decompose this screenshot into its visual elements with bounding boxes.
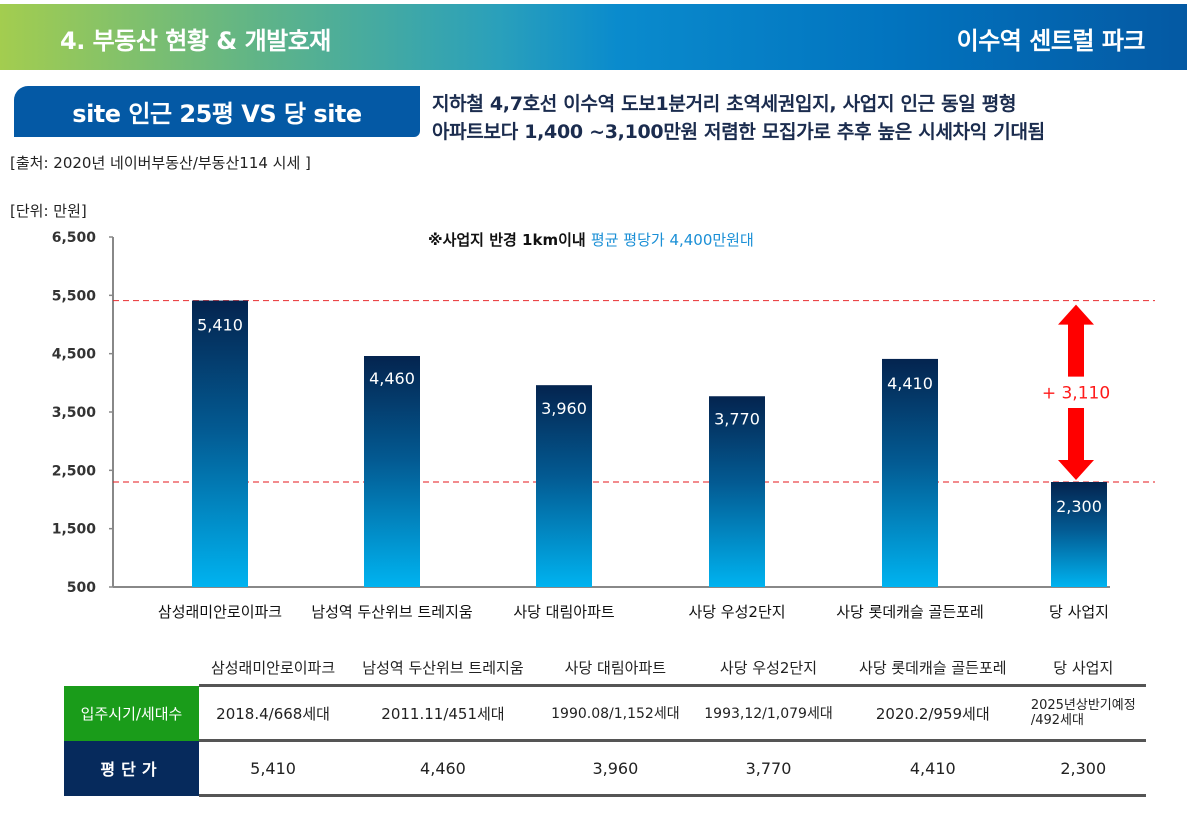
price-bar-chart: 500 1,500 2,500 3,500 4,500 5,500 6,500 5,410 4…	[52, 230, 1155, 621]
arrow-up-icon	[1058, 304, 1094, 377]
bar-value-label: 5,410	[197, 316, 243, 335]
headline-line-1: 지하철 4,7호선 이수역 도보1분거리 초역세권입지, 사업지 인근 동일 평…	[432, 93, 1017, 115]
headline-line-2: 아파트보다 1,400 ~3,100만원 저렴한 모집가로 추후 높은 시세차익…	[432, 121, 1045, 143]
difference-label: + 3,110	[1042, 383, 1110, 403]
x-category-label: 사당 대림아파트	[513, 603, 615, 621]
y-tick-label: 3,500	[52, 405, 97, 421]
y-tick-label: 6,500	[52, 230, 97, 246]
table-corner	[64, 650, 199, 686]
y-tick-label: 500	[67, 580, 96, 596]
bar-value-label: 3,960	[541, 399, 587, 418]
x-category-label: 삼성래미안로이파크	[158, 603, 282, 621]
y-tick-label: 5,500	[52, 288, 97, 304]
x-category-label: 사당 롯데캐슬 골든포레	[836, 603, 984, 621]
bar	[192, 300, 248, 587]
y-tick-label: 4,500	[52, 347, 97, 363]
bar	[709, 396, 765, 587]
bar	[536, 385, 592, 587]
table-cell: 3,770	[691, 740, 846, 797]
bar	[1051, 482, 1107, 587]
project-name: 이수역 센트럴 파크	[956, 27, 1146, 55]
table-header-cell: 사당 우성2단지	[691, 650, 846, 687]
x-category-label: 당 사업지	[1049, 603, 1109, 621]
table-cell: 2018.4/668세대	[199, 685, 348, 742]
average-price-note: ※사업지 반경 1km이내 평균 평당가 4,400만원대	[428, 229, 754, 250]
table-cell: 2011.11/451세대	[347, 685, 539, 742]
table-header-cell: 당 사업지	[1020, 650, 1146, 687]
table-cell: 3,960	[538, 740, 692, 797]
table-row-move-in: 입주시기/세대수 2018.4/668세대 2011.11/451세대 1990…	[64, 685, 1146, 742]
table-header-cell: 사당 대림아파트	[538, 650, 692, 687]
row-label-move-in: 입주시기/세대수	[64, 685, 199, 741]
table-cell: 4,460	[347, 740, 539, 797]
arrow-down-icon	[1058, 408, 1094, 480]
x-category-label: 남성역 두산위브 트레지움	[311, 603, 472, 621]
table-cell: 2,300	[1020, 740, 1146, 797]
table-header-row: 삼성래미안로이파크 남성역 두산위브 트레지움 사당 대림아파트 사당 우성2단…	[64, 650, 1146, 687]
table-cell: 5,410	[199, 740, 348, 797]
table-header-cell: 사당 롯데캐슬 골든포레	[845, 650, 1021, 687]
bar	[882, 358, 938, 587]
table-cell-site: 2025년상반기예정 /492세대	[1020, 685, 1146, 742]
y-tick-label: 1,500	[52, 522, 97, 538]
headline: 지하철 4,7호선 이수역 도보1분거리 초역세권입지, 사업지 인근 동일 평…	[432, 90, 1182, 146]
comparison-table: 삼성래미안로이파크 남성역 두산위브 트레지움 사당 대림아파트 사당 우성2단…	[64, 650, 1146, 797]
y-tick-label: 2,500	[52, 463, 97, 479]
table-header-cell: 삼성래미안로이파크	[199, 650, 348, 687]
note-highlight: 평균 평당가 4,400만원대	[590, 231, 754, 249]
bar-value-label: 3,770	[714, 409, 760, 428]
comparison-badge-label: site 인근 25평 VS 당 site	[72, 100, 362, 128]
unit-label: [단위: 만원]	[10, 202, 87, 220]
row-label-price: 평단가	[64, 740, 199, 796]
x-category-label: 사당 우성2단지	[688, 603, 785, 621]
source-note: [출처: 2020년 네이버부동산/부동산114 시세 ]	[10, 154, 311, 172]
bar-value-label: 4,410	[887, 374, 933, 393]
site-move-in: 2025년상반기예정 /492세대	[1031, 698, 1136, 728]
table-cell: 2020.2/959세대	[845, 685, 1021, 742]
table-cell: 1993,12/1,079세대	[691, 685, 846, 742]
table-cell: 1990.08/1,152세대	[538, 685, 692, 742]
bar-value-label: 4,460	[369, 369, 415, 388]
header-banner: 4. 부동산 현황 & 개발호재 이수역 센트럴 파크	[0, 4, 1187, 70]
note-prefix: ※사업지 반경 1km이내	[428, 231, 591, 249]
bar	[364, 356, 420, 587]
bar-value-label: 2,300	[1056, 497, 1102, 516]
section-title: 4. 부동산 현황 & 개발호재	[60, 27, 331, 55]
site-move-in-line-2: /492세대	[1030, 713, 1084, 728]
comparison-badge: site 인근 25평 VS 당 site	[14, 86, 420, 137]
table-header-cell: 남성역 두산위브 트레지움	[347, 650, 539, 687]
table-cell: 4,410	[845, 740, 1021, 797]
table-row-price: 평단가 5,410 4,460 3,960 3,770 4,410 2,300	[64, 740, 1146, 797]
site-move-in-line-1: 2025년상반기예정	[1030, 698, 1136, 713]
